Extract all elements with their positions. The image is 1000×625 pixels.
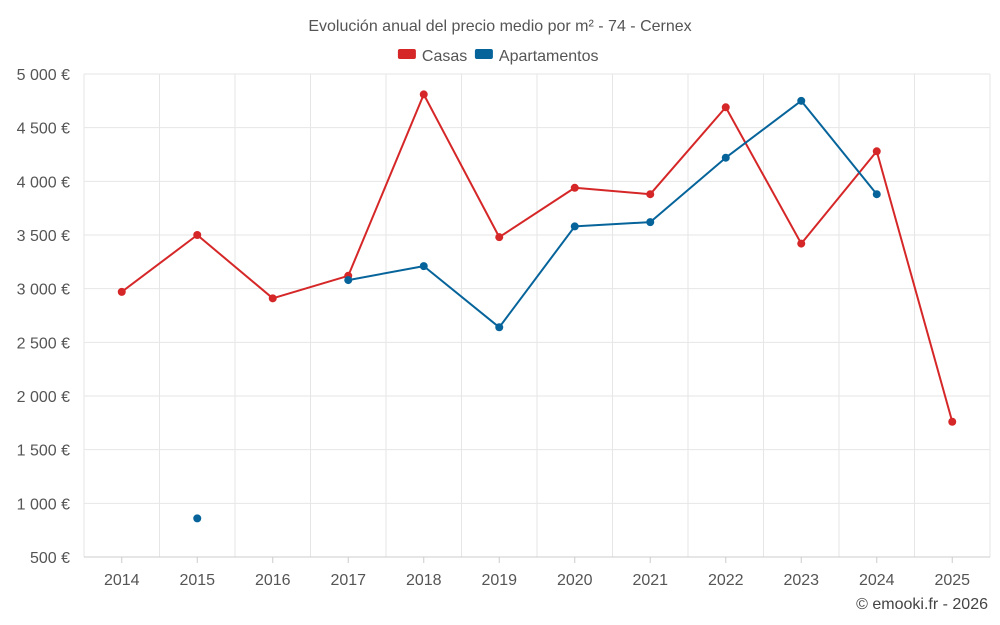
legend: Casas Apartamentos <box>397 48 599 65</box>
y-tick-label: 2 500 € <box>17 335 70 352</box>
data-point[interactable] <box>948 417 957 426</box>
x-tick-label: 2024 <box>859 572 895 589</box>
y-tick-label: 3 000 € <box>17 282 70 299</box>
x-tick-label: 2014 <box>104 572 140 589</box>
legend-item-casas[interactable]: Casas <box>397 48 467 65</box>
data-point[interactable] <box>797 96 806 105</box>
credit-text: © emooki.fr - 2026 <box>856 596 988 613</box>
y-tick-label: 3 500 € <box>17 228 70 245</box>
y-tick-label: 5 000 € <box>17 67 70 84</box>
chart-title: Evolución anual del precio medio por m² … <box>308 18 691 35</box>
data-point[interactable] <box>872 190 881 199</box>
x-axis: 2014 2015 2016 2017 2018 2019 2020 2021 2022 2023… <box>84 556 990 589</box>
data-point[interactable] <box>193 514 202 523</box>
series-layer <box>117 90 957 523</box>
data-point[interactable] <box>872 147 881 156</box>
x-tick-label: 2025 <box>934 572 970 589</box>
legend-swatch <box>397 49 416 59</box>
data-point[interactable] <box>721 103 730 112</box>
y-tick-label: 500 € <box>30 550 70 567</box>
x-tick-label: 2015 <box>179 572 215 589</box>
data-point[interactable] <box>495 323 504 332</box>
series-apartamentos <box>193 96 881 523</box>
x-tick-label: 2016 <box>255 572 291 589</box>
y-axis: 5 000 € 4 500 € 4 000 € 3 500 € 3 000 € 2 500… <box>17 67 70 567</box>
data-point[interactable] <box>495 233 504 242</box>
data-point[interactable] <box>419 262 428 271</box>
x-tick-label: 2022 <box>708 572 744 589</box>
grid <box>83 73 991 558</box>
legend-label: Apartamentos <box>499 48 599 65</box>
data-point[interactable] <box>268 294 277 303</box>
data-point[interactable] <box>797 239 806 248</box>
y-tick-label: 1 500 € <box>17 443 70 460</box>
data-point[interactable] <box>117 287 126 296</box>
data-point[interactable] <box>344 276 353 285</box>
x-tick-label: 2018 <box>406 572 442 589</box>
x-tick-label: 2023 <box>783 572 819 589</box>
data-point[interactable] <box>721 153 730 162</box>
data-point[interactable] <box>193 231 202 239</box>
x-tick-label: 2017 <box>330 572 366 589</box>
data-point[interactable] <box>570 183 579 192</box>
data-point[interactable] <box>646 190 655 199</box>
data-point[interactable] <box>419 90 428 99</box>
series-line <box>348 99 878 329</box>
y-tick-label: 4 500 € <box>17 121 70 138</box>
x-tick-label: 2019 <box>481 572 517 589</box>
x-tick-label: 2021 <box>632 572 668 589</box>
y-tick-label: 4 000 € <box>17 174 70 191</box>
y-tick-label: 1 000 € <box>17 496 70 513</box>
data-point[interactable] <box>646 218 655 227</box>
legend-item-apartamentos[interactable]: Apartamentos <box>474 48 599 65</box>
x-tick-label: 2020 <box>557 572 593 589</box>
series-casas <box>117 90 957 426</box>
series-line <box>121 93 954 423</box>
y-tick-label: 2 000 € <box>17 389 70 406</box>
legend-label: Casas <box>422 48 467 65</box>
data-point[interactable] <box>570 222 579 231</box>
legend-swatch <box>474 49 493 59</box>
